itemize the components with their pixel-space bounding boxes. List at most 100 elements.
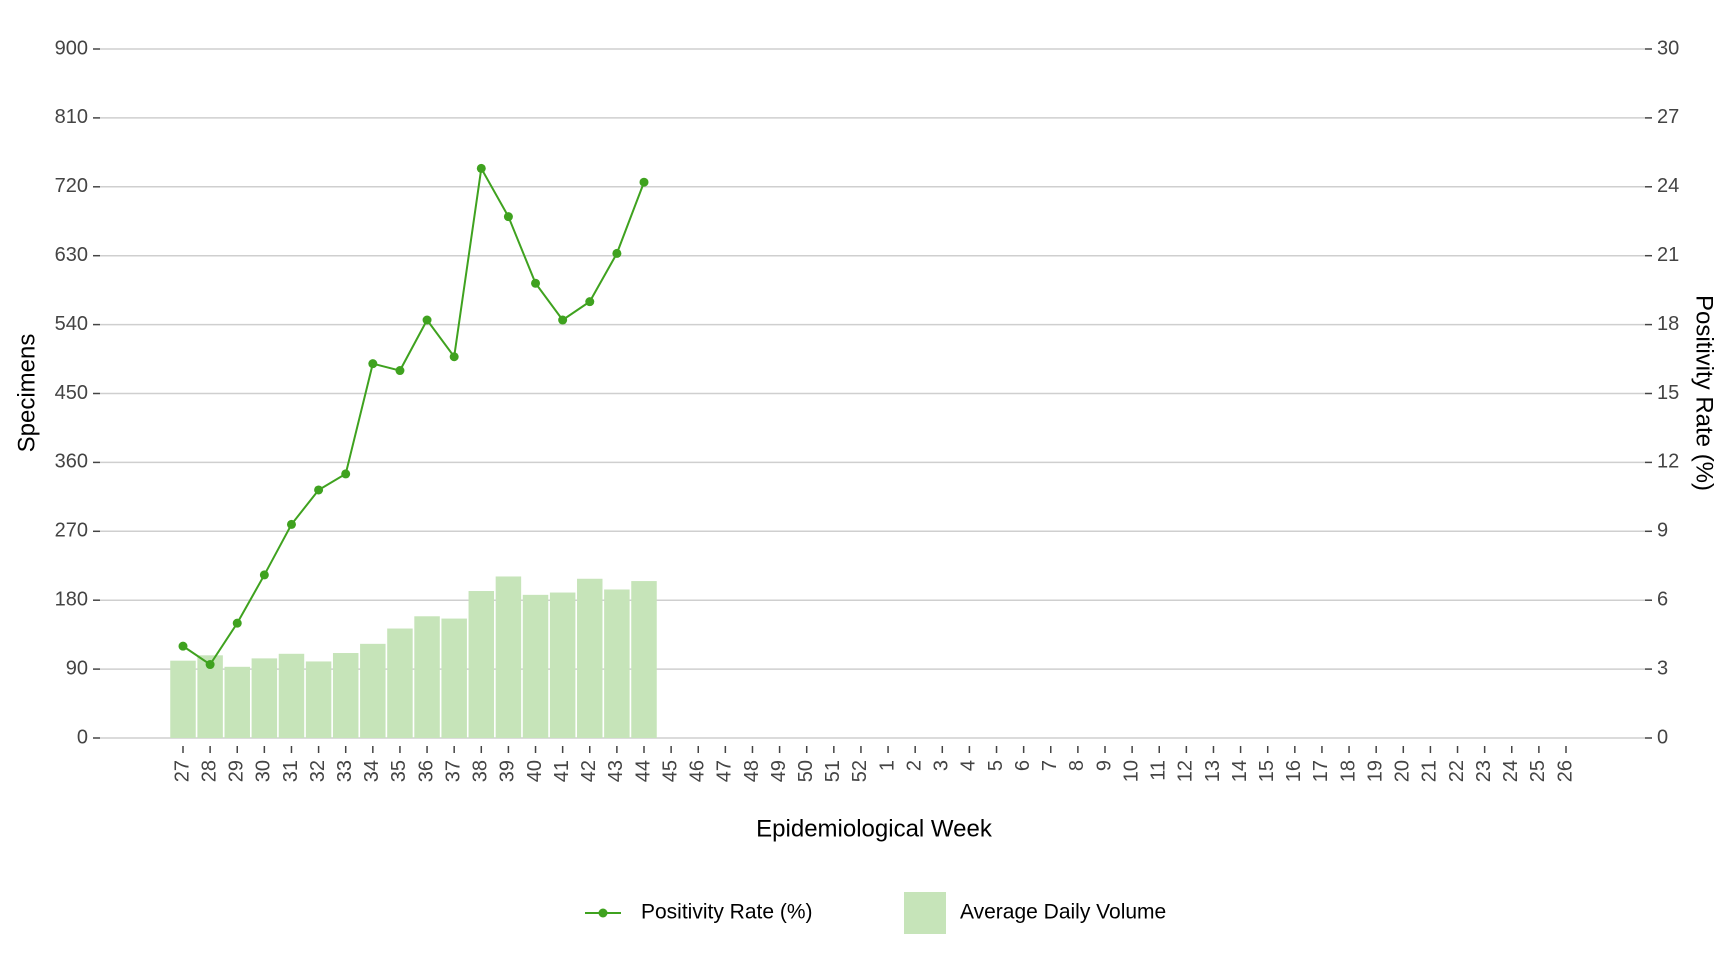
point [503,212,513,222]
x-tick-label: 45 [659,760,681,782]
x-tick-label: 14 [1229,760,1251,782]
y-tick-label: 810 [55,106,88,128]
y-tick-label: 720 [55,175,88,197]
y2-tick-label: 6 [1657,588,1668,610]
point [205,660,215,670]
bar [441,618,467,738]
x-tick-label: 37 [442,760,464,782]
bar [332,653,359,738]
point [558,315,568,325]
bar [495,576,522,738]
bar [170,660,196,738]
x-tick-label: 44 [632,760,654,782]
x-tick-label: 48 [741,760,763,782]
x-tick-label: 50 [795,760,817,782]
y2-tick-label: 3 [1657,657,1668,679]
x-tick-label: 9 [1093,760,1115,771]
point [612,248,622,258]
y2-tick-label: 30 [1657,37,1679,59]
bar [278,653,305,738]
x-tick-label: 40 [524,760,546,782]
bar [549,592,576,738]
y-tick-label: 270 [55,520,88,542]
bar [251,658,278,738]
x-tick-label: 32 [307,760,329,782]
x-tick-label: 27 [171,760,193,782]
x-tick-label: 26 [1554,760,1576,782]
x-tick-label: 20 [1392,760,1414,782]
point [449,352,459,362]
x-tick-label: 30 [253,760,275,782]
x-tick-label: 6 [1012,760,1034,771]
point [314,485,324,495]
y-tick-label: 900 [55,37,88,59]
point [639,177,649,187]
x-tick-label: 1 [876,760,898,771]
line [182,165,645,666]
x-tick-label: 23 [1473,760,1495,782]
point [395,366,405,376]
y-tick-label: 0 [77,726,88,748]
x-tick-label: 8 [1066,760,1088,771]
x-tick-label: 16 [1283,760,1305,782]
x-tick-label: 29 [226,760,248,782]
y2-tick-label: 15 [1657,382,1679,404]
y-tick-label: 450 [55,382,88,404]
bar [197,655,223,738]
point [422,315,432,325]
x-tick-label: 52 [849,760,871,782]
x-tick-label: 42 [578,760,600,782]
y-axis-title: Specimens [13,334,40,453]
x-tick-label: 3 [931,760,953,771]
y2-tick-label: 27 [1657,106,1679,128]
legend-point [598,908,608,918]
x-tick-label: 49 [768,760,790,782]
x-tick-label: 15 [1256,760,1278,782]
y2-tick-label: 21 [1657,244,1679,266]
point [178,641,188,651]
y2-tick-label: 9 [1657,520,1668,542]
point [286,519,296,529]
bar [577,578,603,738]
x-tick-label: 17 [1310,760,1332,782]
x-tick-label: 36 [415,760,437,782]
bar [224,666,250,738]
bar [414,616,440,738]
x-tick-label: 28 [198,760,220,782]
bar [604,589,630,738]
x-tick-label: 11 [1148,760,1170,781]
bar [305,661,332,738]
x-tick-label: 25 [1527,760,1549,782]
x-tick-label: 18 [1337,760,1359,782]
x-tick-label: 46 [687,760,709,782]
y-tick-label: 180 [55,588,88,610]
x-tick-label: 5 [985,760,1007,771]
x-tick-label: 10 [1120,760,1142,782]
point [476,163,486,173]
x-tick-label: 51 [822,760,844,782]
x-tick-label: 47 [714,760,736,782]
point [368,359,378,369]
y2-tick-label: 18 [1657,313,1679,335]
y-tick-label: 90 [66,657,88,679]
x-tick-label: 21 [1419,760,1441,782]
bar [360,643,386,738]
legend-label: Average Daily Volume [960,901,1166,924]
y-tick-label: 630 [55,244,88,266]
x-tick-label: 41 [551,760,573,782]
x-tick-label: 33 [334,760,356,782]
x-tick-label: 24 [1500,760,1522,782]
y2-axis-title: Positivity Rate (%) [1691,295,1718,491]
x-tick-label: 4 [958,760,980,771]
point [341,469,351,479]
y-tick-label: 540 [55,313,88,335]
bar [468,591,495,738]
point [585,297,595,307]
x-tick-label: 7 [1039,760,1061,771]
x-tick-label: 12 [1175,760,1197,782]
legend-label: Positivity Rate (%) [641,901,813,924]
point [259,570,269,580]
x-tick-label: 13 [1202,760,1224,782]
y2-tick-label: 24 [1657,175,1679,197]
